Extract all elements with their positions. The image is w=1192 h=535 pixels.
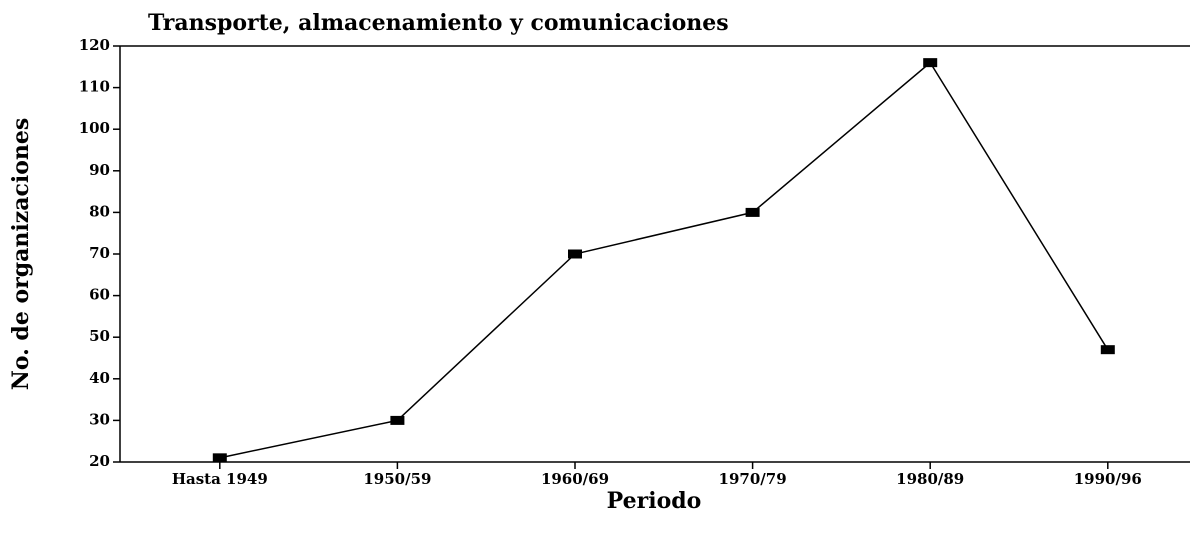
data-point xyxy=(212,453,227,463)
y-tick-label: 80 xyxy=(89,202,110,220)
y-tick-label: 30 xyxy=(89,410,110,428)
x-tick-label: 1950/59 xyxy=(363,470,431,488)
data-point xyxy=(390,415,405,425)
y-tick-label: 20 xyxy=(89,452,110,470)
y-axis-label: No. de organizaciones xyxy=(8,118,34,391)
x-tick-label: 1970/79 xyxy=(719,470,787,488)
data-point xyxy=(923,58,938,68)
x-tick-label: 1990/96 xyxy=(1074,470,1142,488)
y-tick-label: 120 xyxy=(79,36,110,54)
data-point xyxy=(568,249,582,259)
x-tick-label: Hasta 1949 xyxy=(172,470,268,488)
x-tick-label: 1960/69 xyxy=(541,470,609,488)
data-point xyxy=(745,207,760,217)
chart-title: Transporte, almacenamiento y comunicacio… xyxy=(148,10,729,36)
data-line xyxy=(219,61,1109,459)
data-point xyxy=(1100,345,1115,355)
y-tick-label: 40 xyxy=(89,369,110,387)
y-tick-label: 50 xyxy=(89,327,110,345)
x-tick-label: 1980/89 xyxy=(896,470,964,488)
y-tick-label: 110 xyxy=(79,78,110,96)
x-axis-label: Periodo xyxy=(607,488,702,514)
y-tick-label: 90 xyxy=(89,161,110,179)
y-tick-label: 60 xyxy=(89,286,110,304)
y-tick-label: 70 xyxy=(89,244,110,262)
y-tick-label: 100 xyxy=(79,119,110,137)
